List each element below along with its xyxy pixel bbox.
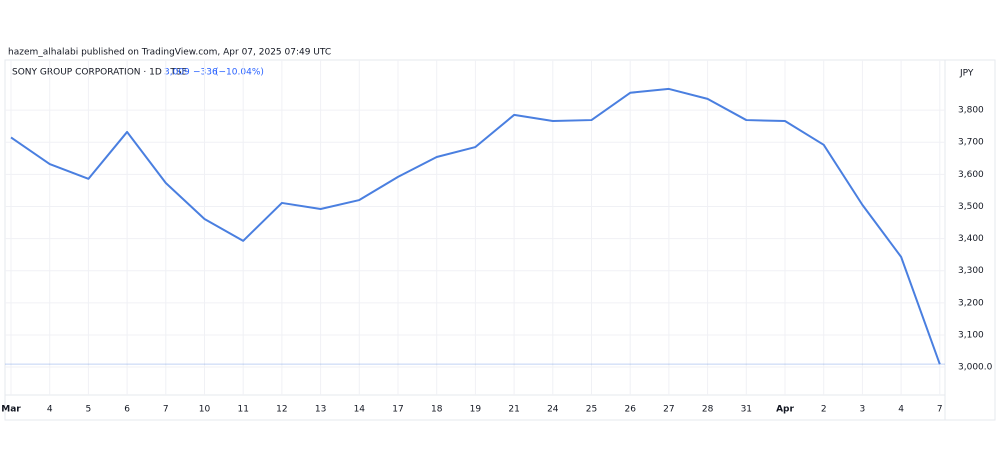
y-tick-label: 3,700 xyxy=(958,138,984,148)
y-tick-label: 3,600 xyxy=(958,170,984,180)
y-tick-label: 3,400 xyxy=(958,234,984,244)
x-tick-label: 4 xyxy=(898,405,904,415)
x-tick-label: 13 xyxy=(315,405,326,415)
x-tick-label: 3 xyxy=(860,405,866,415)
x-tick-label: 26 xyxy=(624,405,636,415)
price-change-pct: (−10.04%) xyxy=(215,68,264,78)
currency-label: JPY xyxy=(959,69,974,79)
price-line xyxy=(10,87,941,365)
last-price: 3,009 xyxy=(164,68,190,78)
y-tick-label: 3,100 xyxy=(958,330,984,340)
x-tick-label: 17 xyxy=(392,405,403,415)
x-tick-label: 11 xyxy=(237,405,248,415)
y-tick-label: 3,300 xyxy=(958,266,984,276)
x-tick-label: 10 xyxy=(199,405,211,415)
x-tick-label: 6 xyxy=(124,405,130,415)
x-tick-label: 12 xyxy=(276,405,287,415)
publisher-line: hazem_alhalabi published on TradingView.… xyxy=(8,48,331,58)
x-tick-label: 25 xyxy=(586,405,597,415)
x-tick-label: 27 xyxy=(663,405,674,415)
x-tick-label: 7 xyxy=(163,405,169,415)
y-tick-label: 3,800 xyxy=(958,106,984,116)
x-tick-label: 19 xyxy=(470,405,482,415)
x-tick-label: 18 xyxy=(431,405,443,415)
x-tick-label: Mar xyxy=(1,405,21,415)
x-tick-label: 5 xyxy=(86,405,92,415)
x-tick-label: Apr xyxy=(776,405,794,415)
symbol-title: SONY GROUP CORPORATION · 1D · TSE xyxy=(12,68,188,78)
x-tick-label: 7 xyxy=(937,405,943,415)
y-tick-label: 3,200 xyxy=(958,298,984,308)
price-change: −336 xyxy=(193,68,218,78)
chart-frame xyxy=(4,59,996,421)
x-tick-label: 21 xyxy=(508,405,519,415)
x-tick-label: 2 xyxy=(821,405,827,415)
x-tick-label: 28 xyxy=(702,405,714,415)
x-tick-label: 24 xyxy=(547,405,559,415)
y-tick-label: 3,500 xyxy=(958,202,984,212)
x-tick-label: 14 xyxy=(354,405,366,415)
y-tick-label: 3,000.0 xyxy=(958,363,993,373)
x-tick-label: 4 xyxy=(47,405,53,415)
x-tick-label: 31 xyxy=(741,405,752,415)
